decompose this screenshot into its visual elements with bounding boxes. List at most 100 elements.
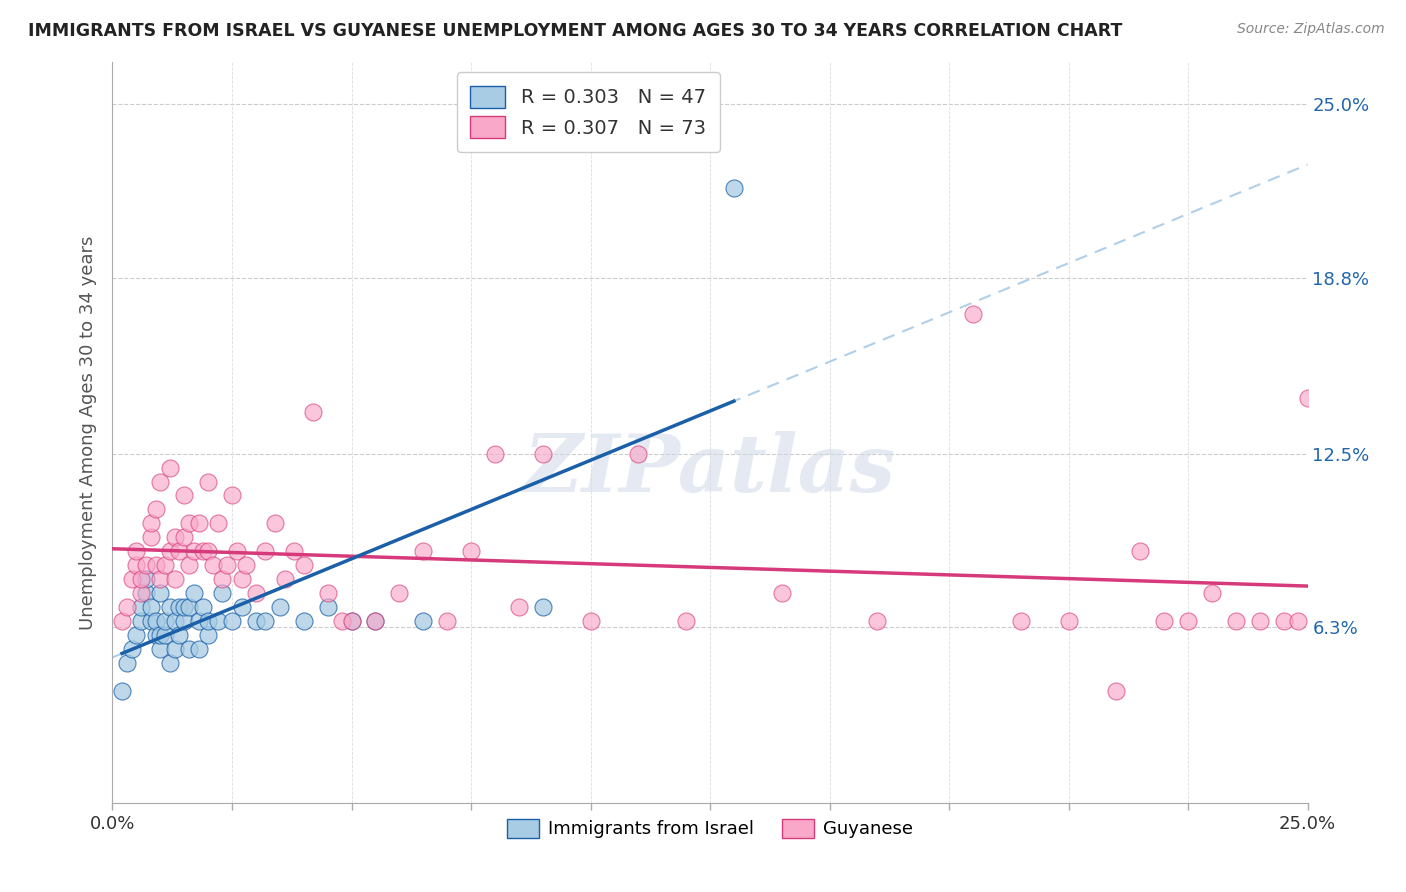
Point (159, 544, 181, 558)
Point (330, 614, 353, 628)
Point (1153, 614, 1175, 628)
Point (173, 614, 195, 628)
Point (273, 572, 295, 586)
Point (139, 516, 162, 531)
Point (221, 614, 243, 628)
Point (1249, 614, 1271, 628)
Point (1105, 684, 1128, 698)
Text: IMMIGRANTS FROM ISRAEL VS GUYANESE UNEMPLOYMENT AMONG AGES 30 TO 34 YEARS CORREL: IMMIGRANTS FROM ISRAEL VS GUYANESE UNEMP… (28, 22, 1122, 40)
Point (1057, 614, 1080, 628)
Point (231, 572, 253, 586)
Point (217, 558, 239, 573)
Point (145, 614, 167, 628)
Point (139, 530, 162, 544)
Point (187, 642, 209, 657)
Point (231, 600, 253, 615)
Point (436, 614, 458, 628)
Point (183, 586, 205, 600)
Point (129, 586, 152, 600)
Point (316, 600, 339, 615)
Point (364, 614, 387, 628)
Point (1201, 586, 1223, 600)
Point (173, 488, 195, 502)
Point (183, 544, 205, 558)
Point (221, 488, 243, 502)
Point (153, 628, 176, 642)
Point (163, 530, 186, 544)
Point (1177, 614, 1199, 628)
Point (149, 572, 172, 586)
Point (139, 614, 162, 628)
Point (211, 572, 233, 586)
Point (173, 530, 195, 544)
Point (197, 544, 219, 558)
Point (197, 628, 219, 642)
Point (111, 684, 134, 698)
Point (149, 628, 172, 642)
Point (169, 544, 191, 558)
Point (211, 586, 233, 600)
Point (1225, 614, 1247, 628)
Point (302, 405, 325, 419)
Point (187, 614, 209, 628)
Point (187, 516, 209, 531)
Point (1296, 391, 1319, 405)
Point (197, 614, 219, 628)
Point (121, 572, 143, 586)
Point (193, 600, 215, 615)
Point (292, 614, 315, 628)
Point (484, 446, 506, 460)
Point (125, 628, 148, 642)
Point (388, 586, 411, 600)
Point (412, 544, 434, 558)
Point (1010, 614, 1032, 628)
Point (159, 460, 181, 475)
Point (235, 558, 257, 573)
Point (264, 516, 287, 531)
Point (129, 572, 152, 586)
Point (254, 614, 277, 628)
Point (962, 307, 984, 321)
Point (115, 656, 138, 670)
Point (1286, 614, 1309, 628)
Point (675, 614, 697, 628)
Point (316, 586, 339, 600)
Point (145, 628, 167, 642)
Point (770, 586, 793, 600)
Point (139, 600, 162, 615)
Point (159, 600, 181, 615)
Point (866, 614, 889, 628)
Point (283, 544, 305, 558)
Point (207, 614, 229, 628)
Point (245, 586, 267, 600)
Point (121, 642, 143, 657)
Point (149, 475, 172, 489)
Point (145, 502, 167, 516)
Point (153, 614, 176, 628)
Point (197, 475, 219, 489)
Point (254, 544, 277, 558)
Point (163, 642, 186, 657)
Point (579, 614, 602, 628)
Point (364, 614, 387, 628)
Point (135, 572, 157, 586)
Point (145, 558, 167, 573)
Point (135, 558, 157, 573)
Point (292, 558, 315, 573)
Point (129, 614, 152, 628)
Point (125, 558, 148, 573)
Legend: Immigrants from Israel, Guyanese: Immigrants from Israel, Guyanese (499, 812, 921, 846)
Point (115, 600, 138, 615)
Point (149, 642, 172, 657)
Point (177, 600, 200, 615)
Point (1129, 544, 1152, 558)
Point (177, 516, 200, 531)
Point (460, 544, 482, 558)
Point (340, 614, 363, 628)
Point (225, 544, 247, 558)
Point (163, 614, 186, 628)
Point (531, 600, 554, 615)
Point (163, 572, 186, 586)
Point (269, 600, 291, 615)
Point (177, 642, 200, 657)
